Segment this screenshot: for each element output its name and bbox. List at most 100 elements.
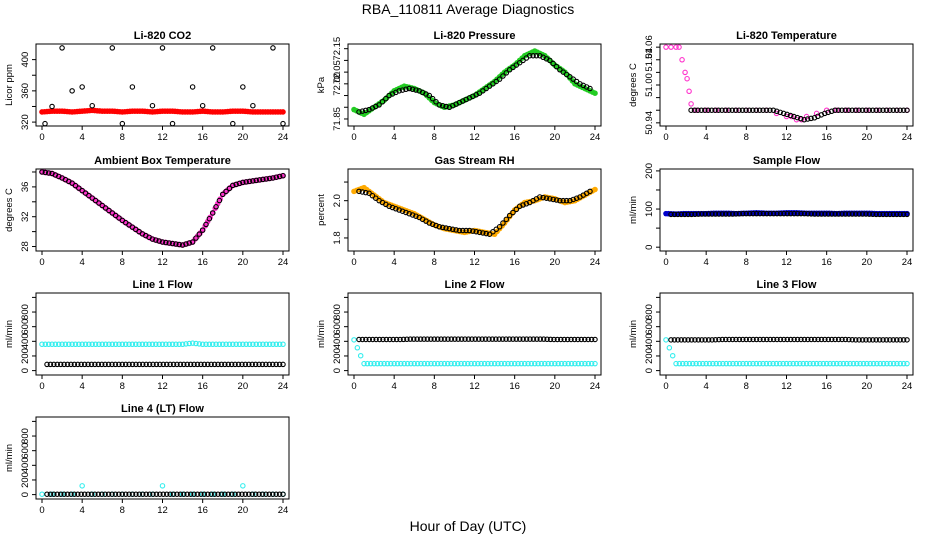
data-point [783, 360, 790, 367]
data-point [206, 215, 213, 222]
data-point [481, 360, 488, 367]
data-point [417, 336, 424, 342]
data-point [389, 204, 396, 211]
data-point [499, 336, 506, 342]
data-point [436, 102, 443, 108]
data-point [42, 341, 49, 347]
data-point [176, 341, 182, 347]
x-tick-label: 0 [351, 381, 356, 392]
data-point [122, 491, 129, 497]
data-point [215, 361, 221, 368]
data-point [678, 337, 685, 343]
data-point [900, 337, 907, 343]
data-point [489, 336, 496, 342]
data-point [700, 360, 706, 367]
data-point [433, 222, 439, 229]
data-point [81, 491, 88, 497]
data-point [92, 491, 98, 497]
data-point [746, 107, 753, 113]
data-point [462, 336, 468, 342]
y-axis-label: ml/min [4, 320, 15, 348]
data-point [880, 211, 886, 218]
data-point [364, 360, 371, 367]
x-tick-label: 24 [902, 132, 913, 143]
data-point [393, 336, 400, 343]
data-point [488, 360, 494, 367]
data-point [169, 341, 176, 347]
x-tick-label: 4 [392, 381, 397, 392]
data-series [39, 169, 286, 248]
data-point [518, 360, 525, 367]
data-point [361, 360, 367, 367]
data-point [403, 86, 409, 93]
data-series [39, 169, 286, 248]
data-point [904, 360, 910, 367]
data-point [699, 211, 705, 217]
data-point [550, 196, 556, 203]
data-point [47, 361, 54, 368]
data-point [555, 360, 561, 367]
data-point [230, 120, 236, 127]
data-point [211, 361, 218, 368]
y-tick-label: 400 [20, 457, 31, 473]
data-point [226, 185, 233, 192]
data-point [581, 336, 588, 343]
data-point [870, 337, 876, 343]
data-point [698, 107, 705, 113]
data-point [205, 491, 211, 497]
data-point [866, 211, 873, 217]
data-point [441, 336, 448, 342]
data-point [220, 341, 226, 347]
data-point [753, 336, 760, 343]
data-point [859, 107, 866, 113]
data-series [356, 336, 598, 343]
data-point [143, 491, 149, 497]
data-point [716, 360, 723, 367]
y-tick-label: 0 [332, 368, 343, 373]
data-point [116, 361, 122, 368]
data-point [421, 336, 427, 342]
data-point [531, 360, 538, 367]
x-tick-label: 0 [351, 132, 356, 143]
data-point [753, 210, 760, 217]
data-point [706, 360, 713, 367]
data-point [870, 360, 877, 367]
data-point [743, 360, 750, 367]
data-point [833, 107, 840, 113]
data-point [767, 210, 773, 217]
data-point [521, 360, 528, 367]
data-point [235, 361, 242, 368]
data-point [578, 360, 585, 367]
data-point [699, 337, 705, 343]
plot-frame [659, 43, 914, 127]
data-point [280, 172, 286, 179]
data-point [122, 341, 129, 347]
data-point [406, 210, 412, 217]
data-point [157, 491, 163, 497]
data-point [558, 336, 564, 343]
data-point [452, 336, 458, 342]
data-point [252, 491, 259, 497]
data-point [98, 491, 105, 497]
y-tick-label: 200 [332, 348, 343, 364]
data-point [673, 44, 679, 50]
data-point [498, 360, 505, 367]
data-point [757, 210, 763, 217]
y-tick-label: 36 [20, 182, 31, 193]
data-point [557, 197, 563, 204]
panel-title: Li-820 Temperature [736, 30, 837, 42]
data-point [85, 491, 91, 497]
data-point [681, 337, 688, 343]
data-point [570, 196, 576, 203]
data-point [890, 107, 897, 113]
x-tick-label: 8 [120, 257, 125, 268]
y-tick-label: 32 [20, 211, 31, 222]
data-point [568, 336, 574, 343]
data-point [835, 211, 842, 217]
data-point [781, 210, 787, 217]
data-series [668, 210, 910, 218]
data-point [380, 336, 386, 343]
panel-title: Line 4 (LT) Flow [121, 403, 204, 415]
x-tick-label: 8 [744, 381, 749, 392]
data-point [893, 107, 900, 113]
